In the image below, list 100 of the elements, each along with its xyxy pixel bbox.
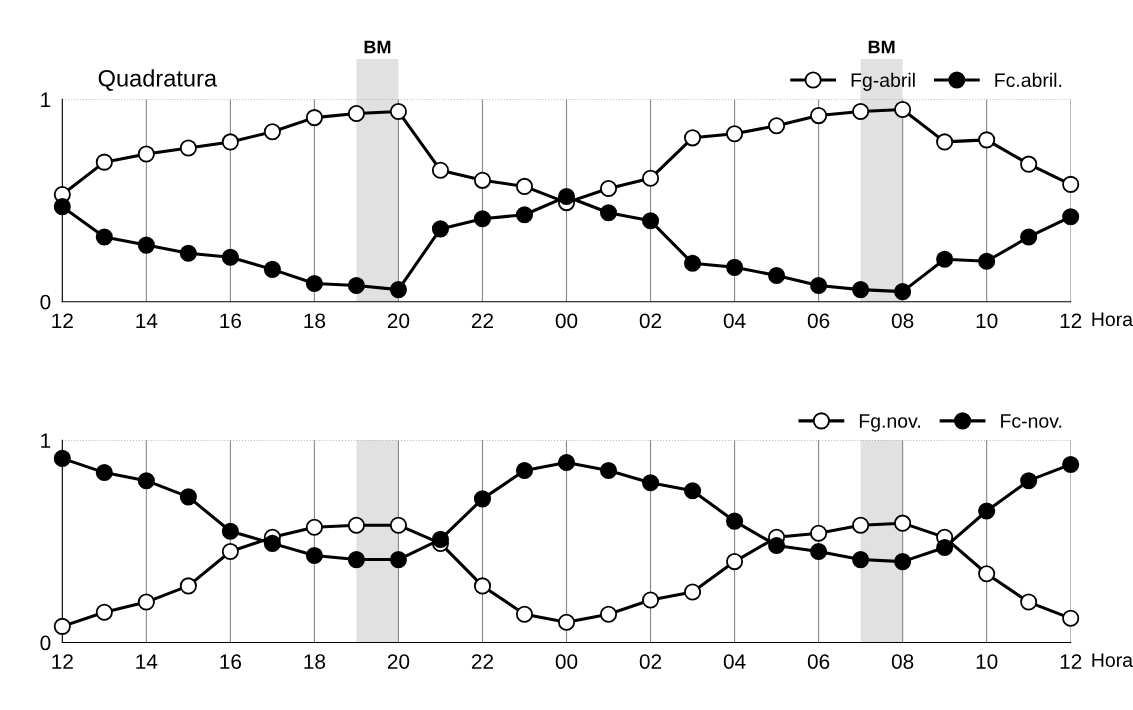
- point: [137, 145, 155, 163]
- point: [936, 538, 954, 556]
- point: [1020, 593, 1038, 611]
- point: [473, 577, 492, 595]
- point: [726, 258, 744, 276]
- point: [684, 129, 702, 147]
- point: [263, 534, 281, 552]
- point: [894, 100, 912, 119]
- point: [221, 248, 239, 266]
- point: [852, 102, 870, 121]
- point: [641, 169, 660, 187]
- x-tick-label: 16: [220, 313, 242, 329]
- point: [221, 522, 239, 540]
- x-tick-label: 22: [471, 654, 494, 669]
- point: [95, 464, 113, 482]
- x-tick-label: 12: [1060, 313, 1082, 328]
- point: [431, 220, 449, 238]
- x-axis-title: Hora: [1092, 653, 1133, 667]
- legend-label: Fg-abril: [851, 72, 915, 91]
- point: [936, 133, 954, 151]
- point: [347, 277, 365, 295]
- y-tick-label: 0: [40, 294, 51, 310]
- point: [978, 565, 996, 583]
- point: [641, 212, 660, 230]
- point: [894, 514, 912, 532]
- point: [978, 502, 996, 520]
- point: [726, 125, 744, 143]
- point: [137, 236, 155, 254]
- point: [95, 228, 113, 246]
- x-tick-label: 10: [976, 654, 998, 669]
- x-axis-title: Hora: [1092, 312, 1133, 327]
- chart-title: Quadratura: [98, 69, 218, 91]
- x-tick-label: 16: [220, 654, 242, 669]
- point: [515, 605, 534, 623]
- point: [179, 577, 197, 595]
- point: [810, 277, 828, 295]
- point: [305, 546, 323, 565]
- x-tick-label: 14: [136, 654, 158, 669]
- point: [1020, 155, 1038, 173]
- band-label: BM: [868, 40, 895, 54]
- point: [305, 518, 323, 536]
- x-tick-label: 04: [723, 313, 746, 329]
- point: [852, 516, 870, 534]
- point: [515, 206, 534, 224]
- point: [894, 553, 912, 571]
- point: [137, 472, 155, 490]
- x-tick-label: 08: [891, 313, 914, 329]
- point: [221, 542, 239, 561]
- point: [1062, 175, 1080, 193]
- x-tick-label: 20: [387, 654, 410, 669]
- point: [53, 198, 71, 216]
- point: [557, 613, 576, 631]
- point: [726, 512, 744, 530]
- point: [137, 593, 155, 611]
- point: [347, 105, 365, 123]
- point: [347, 516, 365, 534]
- point: [431, 161, 449, 179]
- point: [263, 260, 281, 278]
- point: [557, 187, 576, 206]
- point: [768, 117, 786, 135]
- point: [431, 530, 449, 548]
- point: [179, 244, 197, 262]
- point: [810, 107, 828, 125]
- point: [641, 591, 660, 609]
- point: [179, 488, 197, 506]
- point: [1020, 228, 1038, 246]
- point: [810, 524, 828, 542]
- x-tick-label: 22: [471, 313, 494, 328]
- point: [347, 551, 365, 569]
- point: [515, 177, 534, 195]
- x-tick-label: 02: [639, 654, 662, 669]
- point: [684, 583, 702, 601]
- point: [978, 252, 996, 270]
- point: [221, 133, 239, 151]
- x-tick-label: 14: [136, 313, 158, 328]
- legend-label: Fc-nov.: [1001, 414, 1062, 428]
- x-tick-label: 00: [555, 654, 578, 669]
- x-tick-label: 18: [304, 654, 326, 669]
- point: [599, 204, 618, 222]
- point: [263, 123, 281, 141]
- y-tick-label: 1: [41, 433, 51, 448]
- point: [179, 139, 197, 157]
- point: [894, 283, 912, 301]
- legend-label: Fg.nov.: [859, 414, 920, 432]
- band-label: BM: [364, 40, 391, 54]
- point: [95, 153, 113, 171]
- point: [1062, 609, 1080, 627]
- point: [557, 453, 576, 472]
- point: [473, 490, 492, 508]
- y-tick-label: 0: [40, 635, 51, 651]
- point: [978, 131, 996, 149]
- point: [1020, 472, 1038, 490]
- point: [936, 250, 954, 268]
- point: [852, 551, 870, 569]
- point: [641, 474, 660, 492]
- point: [726, 553, 744, 571]
- point: [389, 551, 407, 569]
- point: [1062, 455, 1080, 474]
- x-tick-label: 06: [807, 313, 830, 329]
- point: [599, 179, 618, 197]
